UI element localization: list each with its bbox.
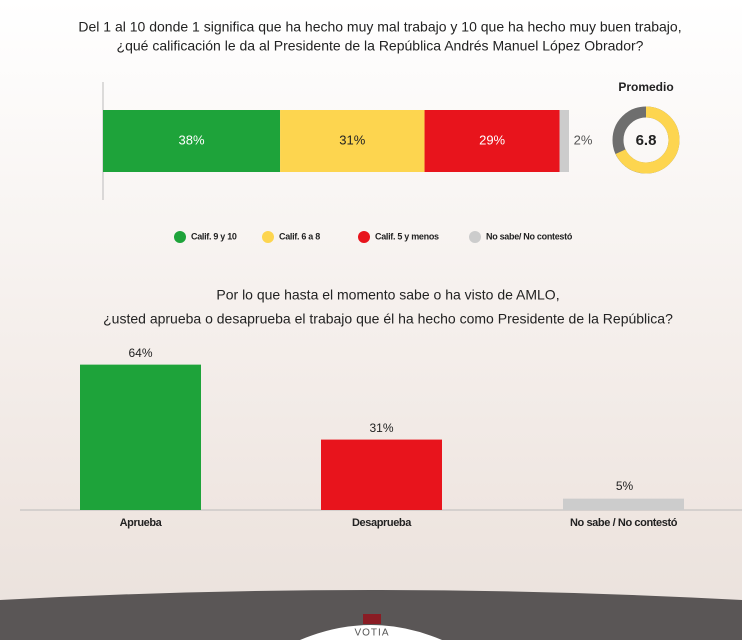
value-label: 38%	[179, 132, 205, 147]
value-label: 31%	[369, 421, 393, 435]
value-label: 5%	[616, 479, 634, 493]
footer-logo: VOTIA	[354, 628, 389, 639]
legend-swatch	[469, 231, 481, 243]
legend-label: No sabe/ No contestó	[486, 231, 573, 241]
legend-swatch	[174, 231, 186, 243]
legend-label: Calif. 5 y menos	[375, 231, 439, 241]
donut-title: Promedio	[618, 80, 673, 94]
bar	[321, 440, 442, 510]
value-label: 2%	[574, 132, 593, 147]
x-tick-label: No sabe / No contestó	[570, 517, 678, 529]
legend-swatch	[262, 231, 274, 243]
bar-segment	[560, 110, 569, 172]
x-tick-label: Aprueba	[120, 517, 163, 529]
x-tick-label: Desaprueba	[352, 517, 412, 529]
value-label: 31%	[339, 132, 365, 147]
bar	[563, 499, 684, 510]
page: VOTIA Del 1 al 10 donde 1 significa que …	[0, 0, 742, 640]
chart-title: ¿usted aprueba o desaprueba el trabajo q…	[103, 311, 673, 327]
chart-title: Por lo que hasta el momento sabe o ha vi…	[216, 287, 559, 303]
logo-icon	[363, 614, 381, 624]
legend-label: Calif. 9 y 10	[191, 231, 237, 241]
value-label: 64%	[128, 346, 152, 360]
bar	[80, 365, 201, 510]
donut-value: 6.8	[636, 132, 657, 149]
chart-title: ¿qué calificación le da al Presidente de…	[117, 38, 644, 54]
chart: VOTIA Del 1 al 10 donde 1 significa que …	[0, 0, 742, 640]
legend-swatch	[358, 231, 370, 243]
chart-title: Del 1 al 10 donde 1 significa que ha hec…	[78, 19, 681, 35]
legend-label: Calif. 6 a 8	[279, 231, 320, 241]
value-label: 29%	[479, 132, 505, 147]
